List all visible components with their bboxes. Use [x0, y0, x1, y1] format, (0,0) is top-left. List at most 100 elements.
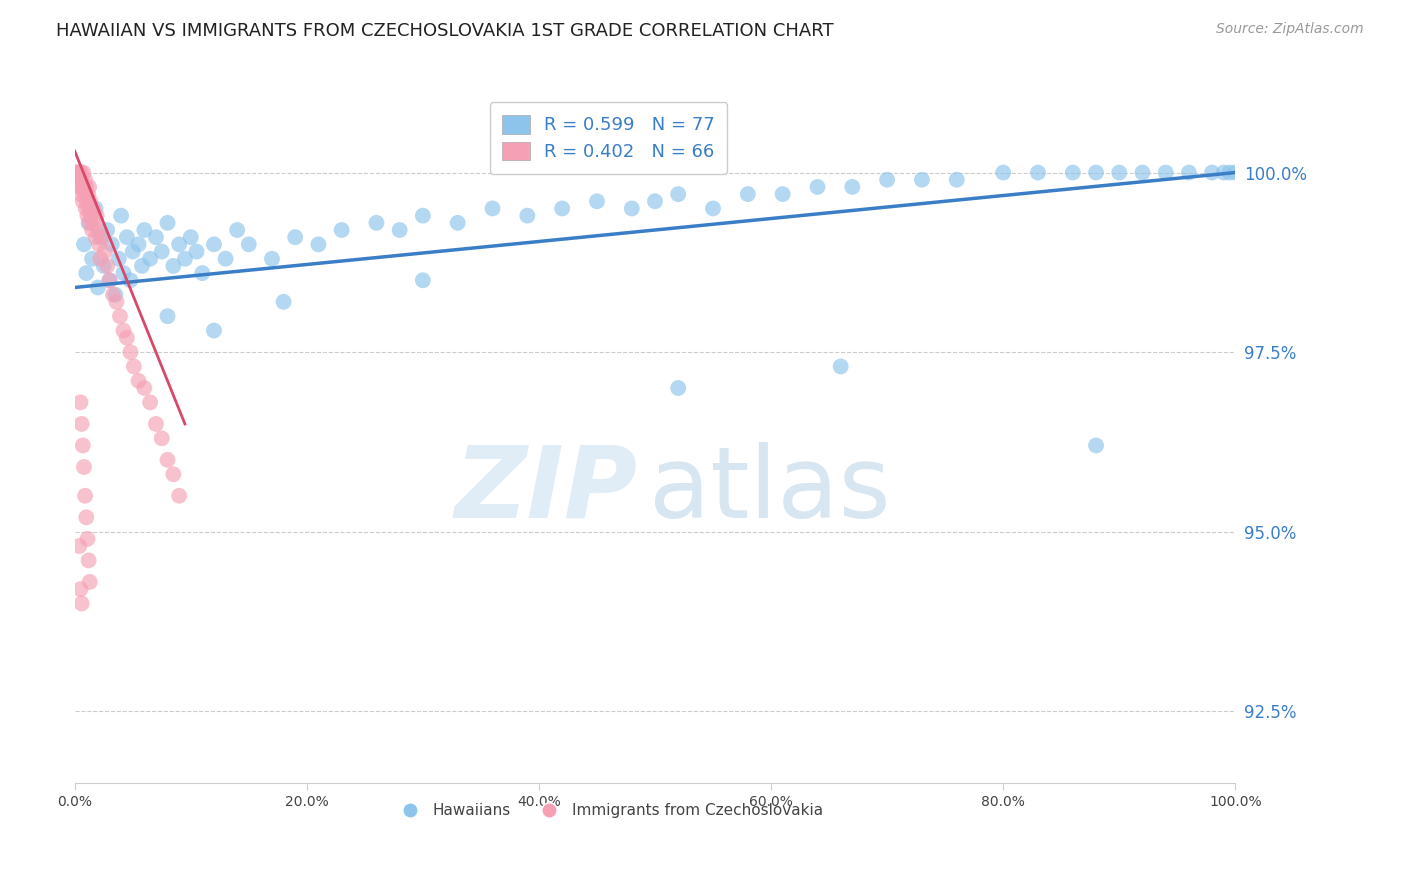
Point [145, 417, 167, 431]
Point [87, 223, 110, 237]
Point [145, 230, 167, 244]
Point [80, 209, 103, 223]
Point [112, 266, 135, 280]
Point [388, 223, 411, 237]
Point [1225, 165, 1247, 179]
Point [202, 237, 225, 252]
Point [82, 202, 104, 216]
Point [1108, 165, 1130, 179]
Point [156, 309, 179, 323]
Point [772, 187, 794, 202]
Point [174, 252, 197, 266]
Point [238, 237, 260, 252]
Point [1085, 438, 1108, 452]
Point [551, 202, 574, 216]
Point [644, 194, 666, 209]
Point [77, 187, 100, 202]
Point [96, 223, 118, 237]
Point [65, 165, 87, 179]
Point [273, 294, 295, 309]
Point [666, 381, 689, 395]
Point [76, 209, 98, 223]
Point [447, 216, 470, 230]
Point [115, 230, 138, 244]
Point [91, 230, 114, 244]
Point [139, 395, 162, 409]
Point [284, 230, 307, 244]
Point [516, 209, 538, 223]
Point [139, 252, 162, 266]
Point [86, 209, 108, 223]
Point [83, 216, 105, 230]
Point [65, 165, 87, 179]
Point [586, 194, 609, 209]
Point [84, 230, 107, 244]
Point [1212, 165, 1234, 179]
Point [66, 172, 89, 186]
Point [105, 294, 128, 309]
Point [73, 460, 96, 475]
Point [69, 187, 91, 202]
Point [70, 597, 93, 611]
Point [1062, 165, 1084, 179]
Point [72, 194, 94, 209]
Point [101, 287, 124, 301]
Point [120, 345, 142, 359]
Point [412, 209, 434, 223]
Point [101, 237, 124, 252]
Point [96, 259, 118, 273]
Point [876, 172, 898, 186]
Point [841, 180, 863, 194]
Point [1201, 165, 1223, 179]
Point [911, 172, 934, 186]
Point [70, 417, 93, 431]
Point [1132, 165, 1154, 179]
Point [75, 172, 97, 186]
Point [202, 324, 225, 338]
Point [366, 216, 388, 230]
Point [108, 309, 131, 323]
Point [122, 359, 145, 374]
Point [75, 180, 97, 194]
Point [80, 252, 103, 266]
Point [75, 202, 97, 216]
Point [150, 431, 173, 445]
Point [70, 165, 93, 179]
Point [77, 180, 100, 194]
Point [84, 202, 107, 216]
Point [73, 237, 96, 252]
Point [80, 223, 103, 237]
Point [1218, 165, 1240, 179]
Point [134, 381, 156, 395]
Point [806, 180, 828, 194]
Point [72, 165, 94, 179]
Point [162, 259, 184, 273]
Point [134, 223, 156, 237]
Point [307, 237, 329, 252]
Point [93, 259, 115, 273]
Point [162, 467, 184, 482]
Point [226, 223, 249, 237]
Point [104, 287, 127, 301]
Point [156, 216, 179, 230]
Point [75, 489, 97, 503]
Point [89, 252, 111, 266]
Text: atlas: atlas [650, 442, 891, 539]
Point [89, 230, 111, 244]
Point [330, 223, 353, 237]
Point [737, 187, 759, 202]
Point [121, 244, 143, 259]
Point [1154, 165, 1177, 179]
Point [70, 180, 93, 194]
Point [260, 252, 283, 266]
Point [87, 280, 110, 294]
Point [79, 574, 101, 589]
Point [131, 259, 153, 273]
Point [98, 273, 121, 287]
Point [79, 194, 101, 209]
Point [69, 582, 91, 596]
Point [666, 187, 689, 202]
Point [120, 273, 142, 287]
Point [110, 209, 132, 223]
Point [69, 395, 91, 409]
